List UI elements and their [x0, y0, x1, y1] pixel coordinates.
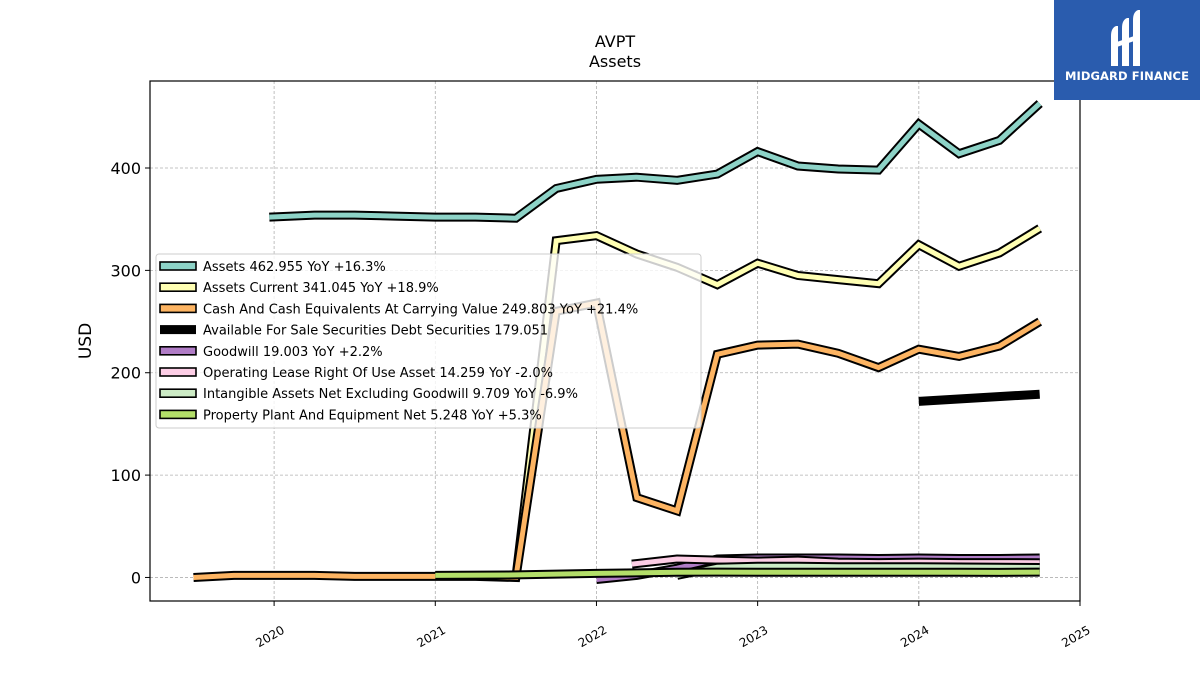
legend-swatch-available-for-sale-securities-debt-securities — [160, 325, 196, 335]
midgard-finance-logo: MIDGARD FINANCE — [1054, 0, 1200, 100]
series-line-property-plant-and-equipment-net — [435, 569, 1040, 578]
series-intangible-assets-net-excluding-goodwill — [676, 561, 1040, 580]
legend-swatch-cash-and-cash-equivalents-at-carrying-value — [159, 303, 197, 314]
plot-frame — [149, 80, 1081, 602]
legend-box — [155, 253, 702, 429]
legend-swatch-goodwill — [159, 345, 197, 356]
legend-swatch-property-plant-and-equipment-net — [159, 409, 197, 420]
x-tick-label: 2024 — [898, 623, 931, 650]
x-tick-label: 2021 — [415, 623, 448, 650]
legend-label-assets: Assets 462.955 YoY +16.3% — [203, 260, 386, 275]
x-tick-label: 2022 — [576, 623, 609, 650]
legend-label-property-plant-and-equipment-net: Property Plant And Equipment Net 5.248 Y… — [203, 408, 542, 423]
series-property-plant-and-equipment-net — [435, 567, 1040, 580]
logo-mark-icon — [1111, 10, 1140, 66]
series-outline-assets — [269, 100, 1043, 223]
legend-label-available-for-sale-securities-debt-securities: Available For Sale Securities Debt Secur… — [203, 324, 548, 339]
legend-label-intangible-assets-net-excluding-goodwill: Intangible Assets Net Excluding Goodwill… — [203, 387, 578, 402]
series-line-available-for-sale-securities-debt-securities — [918, 389, 1040, 406]
series-line-assets — [269, 101, 1042, 221]
series-available-for-sale-securities-debt-securities — [918, 389, 1040, 406]
legend-swatch-assets-current — [159, 282, 197, 293]
legend-label-operating-lease-right-of-use-asset: Operating Lease Right Of Use Asset 14.25… — [203, 366, 553, 381]
x-tick-label: 2025 — [1059, 623, 1092, 650]
series-line-intangible-assets-net-excluding-goodwill — [676, 563, 1040, 578]
legend-label-goodwill: Goodwill 19.003 YoY +2.2% — [203, 345, 383, 360]
y-tick-label: 200 — [110, 364, 141, 383]
series-assets — [269, 100, 1043, 223]
chart-title: AVPT — [595, 32, 636, 51]
y-tick-label: 300 — [110, 261, 141, 280]
series-line-assets-current — [513, 226, 1042, 578]
series-assets-current — [511, 224, 1043, 579]
legend-swatch-operating-lease-right-of-use-asset — [159, 367, 197, 377]
y-tick-label: 0 — [131, 568, 141, 587]
legend: Assets 462.955 YoY +16.3% Assets Current … — [155, 253, 702, 429]
x-tick-label: 2023 — [737, 623, 770, 650]
chart-subtitle: Assets — [589, 52, 641, 71]
legend-label-cash-and-cash-equivalents-at-carrying-value: Cash And Cash Equivalents At Carrying Va… — [203, 302, 638, 317]
logo-text: MIDGARD FINANCE — [1064, 69, 1190, 83]
x-tick-label: 2020 — [253, 623, 286, 650]
legend-swatch-assets — [159, 261, 197, 271]
legend-label-assets-current: Assets Current 341.045 YoY +18.9% — [203, 281, 439, 296]
y-tick-label: 400 — [110, 159, 141, 178]
y-tick-label: 100 — [110, 466, 141, 485]
legend-swatch-intangible-assets-net-excluding-goodwill — [159, 388, 197, 399]
y-axis-label: USD — [76, 323, 96, 359]
